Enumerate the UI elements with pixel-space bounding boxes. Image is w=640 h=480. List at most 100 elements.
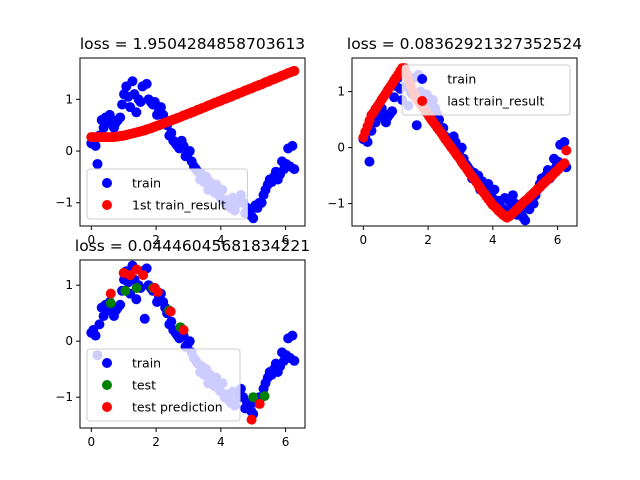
data-point	[115, 112, 126, 123]
data-point	[287, 330, 298, 341]
series-3	[105, 264, 265, 425]
legend-marker	[417, 74, 428, 84]
legend-label: 1st train_result	[132, 198, 226, 213]
chart-title: loss = 0.08362921327352524	[347, 35, 582, 53]
legend: train test test prediction	[86, 348, 241, 422]
data-point	[105, 298, 116, 309]
data-point	[90, 140, 101, 151]
legend-marker	[102, 380, 112, 390]
data-point	[389, 92, 400, 103]
x-tick-label: 0	[88, 233, 96, 247]
x-tick-label: 2	[424, 233, 432, 247]
y-tick-label: 0	[337, 141, 345, 155]
data-point	[254, 398, 265, 409]
data-point	[166, 316, 177, 327]
data-point	[507, 190, 518, 201]
data-point	[178, 325, 189, 335]
y-tick-label: 1	[65, 278, 73, 292]
data-point	[141, 78, 152, 89]
data-point	[105, 288, 116, 299]
data-point	[139, 313, 150, 324]
y-tick-label: −1	[55, 390, 73, 404]
legend-marker	[102, 402, 112, 412]
y-tick-label: −1	[55, 196, 73, 210]
legend-label: train	[132, 176, 161, 191]
legend-label: train	[447, 72, 476, 87]
legend-box	[86, 348, 241, 422]
x-tick-label: 4	[217, 435, 225, 449]
data-point	[520, 215, 531, 226]
data-point	[92, 158, 103, 169]
data-point	[131, 294, 142, 305]
x-tick-label: 6	[554, 233, 562, 247]
y-tick-label: 0	[65, 334, 73, 348]
data-point	[131, 283, 142, 293]
data-point	[248, 213, 259, 224]
data-point	[259, 391, 270, 402]
legend-box	[86, 168, 248, 220]
x-tick-label: 4	[489, 233, 497, 247]
chart-title: loss = 1.9504284858703613	[80, 35, 305, 53]
legend-label: test prediction	[132, 400, 223, 415]
subplot-2: 0 2 4 6 −1 0 1 loss = 0.08362921327352524 train l…	[327, 35, 582, 247]
data-point	[289, 65, 300, 76]
subplot-1: 0 2 4 6 −1 0 1 loss = 1.9504284858703613 train 1s…	[55, 35, 306, 247]
data-point	[138, 270, 149, 281]
legend-marker	[102, 178, 112, 188]
legend: train last train_result	[401, 64, 571, 116]
data-point	[184, 336, 195, 347]
legend-marker	[102, 358, 112, 368]
legend-marker	[417, 96, 428, 106]
data-point	[248, 392, 259, 403]
data-point	[289, 355, 300, 366]
data-point	[90, 330, 101, 341]
subplots: 0 2 4 6 −1 0 1 loss = 1.9504284858703613 train 1s…	[55, 35, 582, 449]
legend-label: last train_result	[447, 94, 544, 109]
x-tick-label: 0	[88, 435, 96, 449]
data-point	[559, 137, 570, 147]
data-point	[165, 306, 176, 317]
x-tick-label: 4	[217, 233, 225, 247]
data-point	[246, 414, 257, 425]
data-point	[120, 285, 131, 296]
x-tick-label: 0	[360, 233, 368, 247]
x-tick-label: 2	[152, 435, 160, 449]
data-point	[127, 76, 138, 87]
y-tick-label: 1	[337, 85, 345, 99]
y-tick-label: 0	[65, 144, 73, 158]
data-point	[135, 96, 146, 107]
data-point	[94, 319, 105, 330]
data-point	[131, 107, 142, 118]
data-point	[117, 99, 128, 110]
data-point	[559, 158, 570, 169]
data-point	[166, 127, 177, 138]
data-point	[561, 145, 572, 156]
data-point	[184, 146, 195, 157]
y-tick-label: −1	[327, 197, 345, 211]
data-point	[411, 120, 422, 131]
chart-title: loss = 0.04446045681834221	[75, 237, 310, 255]
axes-frame	[79, 259, 306, 429]
axes-frame	[79, 57, 306, 227]
data-point	[289, 164, 300, 175]
legend-label: train	[132, 356, 161, 371]
data-point	[152, 286, 163, 297]
data-point	[155, 102, 166, 113]
data-point	[364, 156, 375, 167]
data-point	[115, 299, 126, 310]
legend: train 1st train_result	[86, 168, 248, 220]
legend-label: test	[132, 378, 156, 393]
data-point	[256, 197, 267, 208]
series-2	[86, 65, 300, 143]
data-point	[387, 106, 398, 117]
x-tick-label: 6	[282, 435, 290, 449]
x-tick-label: 6	[282, 233, 290, 247]
x-tick-label: 2	[152, 233, 160, 247]
axes-frame	[351, 57, 578, 227]
data-point	[131, 264, 142, 275]
data-point	[489, 184, 500, 195]
data-point	[125, 270, 136, 281]
y-tick-label: 1	[65, 92, 73, 106]
